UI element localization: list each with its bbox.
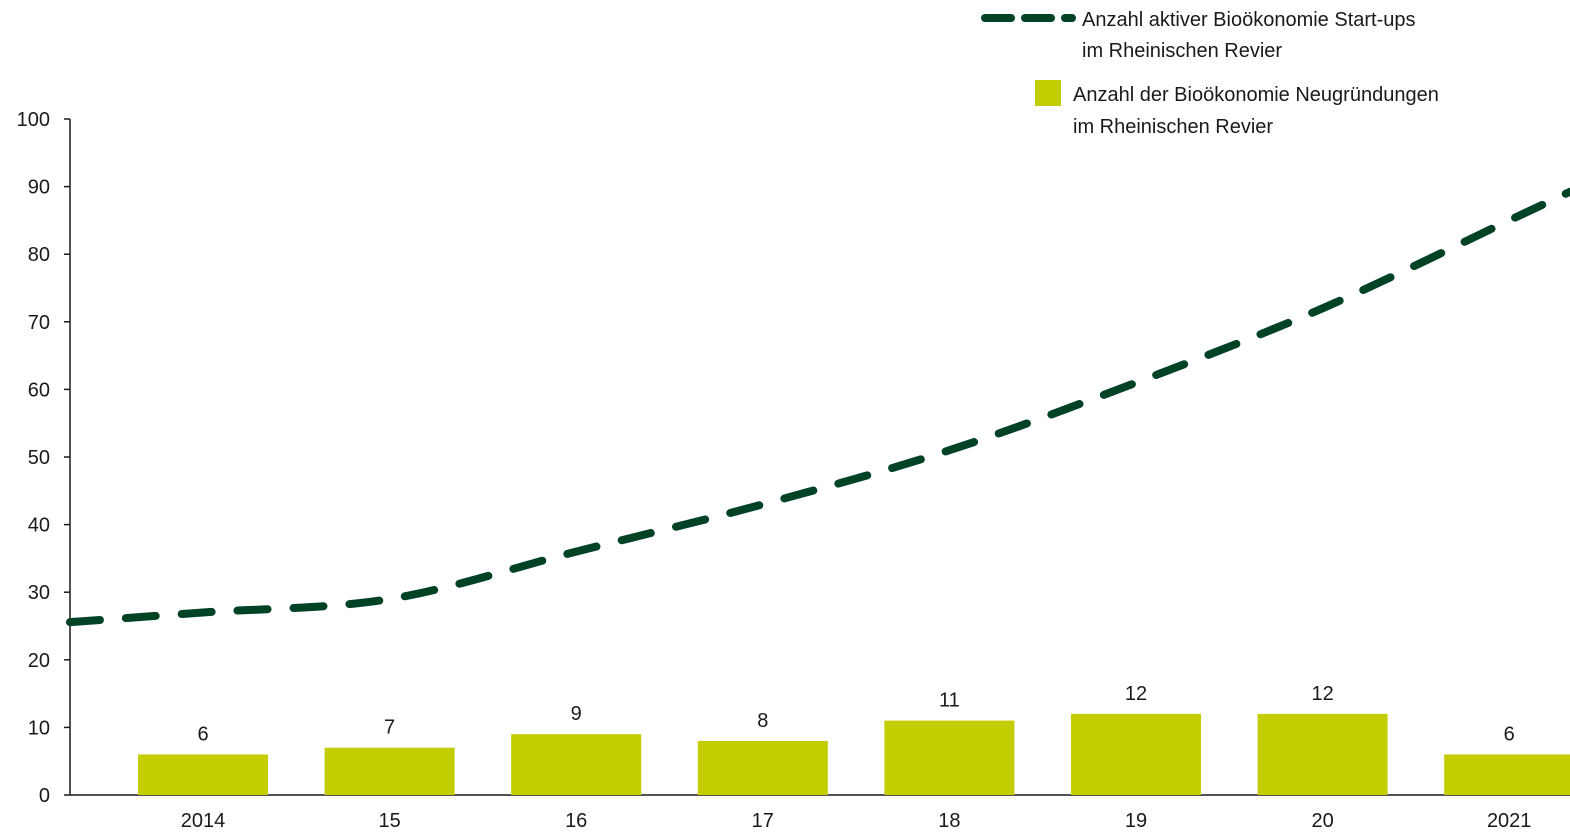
bar-data-labels: 6 7 9 8 11 12 12 6 [197, 683, 1514, 746]
bar [1444, 754, 1570, 795]
bar-data-label: 6 [197, 723, 208, 745]
y-tick-label: 20 [28, 650, 50, 672]
bar [697, 740, 828, 795]
legend-bar-swatch [1035, 80, 1061, 106]
y-tick-label: 60 [28, 379, 50, 401]
legend-line-label-2: im Rheinischen Revier [1082, 40, 1282, 62]
bar-data-label: 12 [1125, 683, 1147, 705]
y-tick-label: 40 [28, 515, 50, 537]
y-tick-label: 30 [28, 582, 50, 604]
bar [138, 754, 268, 795]
x-tick-label: 20 [1311, 810, 1333, 832]
y-tick-label: 100 [17, 109, 50, 131]
bar-data-label: 12 [1311, 683, 1333, 705]
line-series-path [66, 187, 1570, 627]
y-axis: 0 10 20 30 40 50 60 70 80 90 100 [17, 109, 71, 807]
x-tick-label: 15 [378, 810, 400, 832]
bar-data-label: 9 [571, 703, 582, 725]
y-tick-label: 80 [28, 244, 50, 266]
bar-data-label: 6 [1504, 723, 1515, 745]
bar [511, 734, 642, 795]
bar-data-label: 7 [384, 717, 395, 739]
x-tick-label: 17 [752, 810, 774, 832]
bar-data-label: 8 [757, 710, 768, 732]
line-series [66, 187, 1570, 627]
legend: Anzahl aktiver Bioökonomie Start-ups im … [981, 9, 1439, 138]
x-tick-label: 18 [938, 810, 960, 832]
bar-data-label: 11 [939, 690, 960, 712]
bar [324, 747, 455, 795]
x-tick-label: 16 [565, 810, 587, 832]
bar [1071, 713, 1201, 795]
bar [884, 720, 1015, 795]
y-tick-label: 10 [28, 717, 50, 739]
legend-bar-label-1: Anzahl der Bioökonomie Neugründungen [1073, 84, 1439, 106]
y-tick-label: 0 [39, 785, 50, 807]
x-tick-label: 19 [1125, 810, 1147, 832]
legend-line-label-1: Anzahl aktiver Bioökonomie Start-ups [1082, 9, 1416, 31]
x-tick-label: 2014 [181, 810, 226, 832]
y-tick-label: 90 [28, 177, 50, 199]
bar-series [138, 713, 1570, 795]
legend-bar-label-2: im Rheinischen Revier [1073, 116, 1273, 138]
y-tick-label: 50 [28, 447, 50, 469]
x-axis: 2014 15 16 17 18 19 20 2021 [70, 794, 1570, 832]
x-tick-label: 2021 [1487, 810, 1532, 832]
y-tick-label: 70 [28, 312, 50, 334]
bar [1257, 713, 1388, 795]
